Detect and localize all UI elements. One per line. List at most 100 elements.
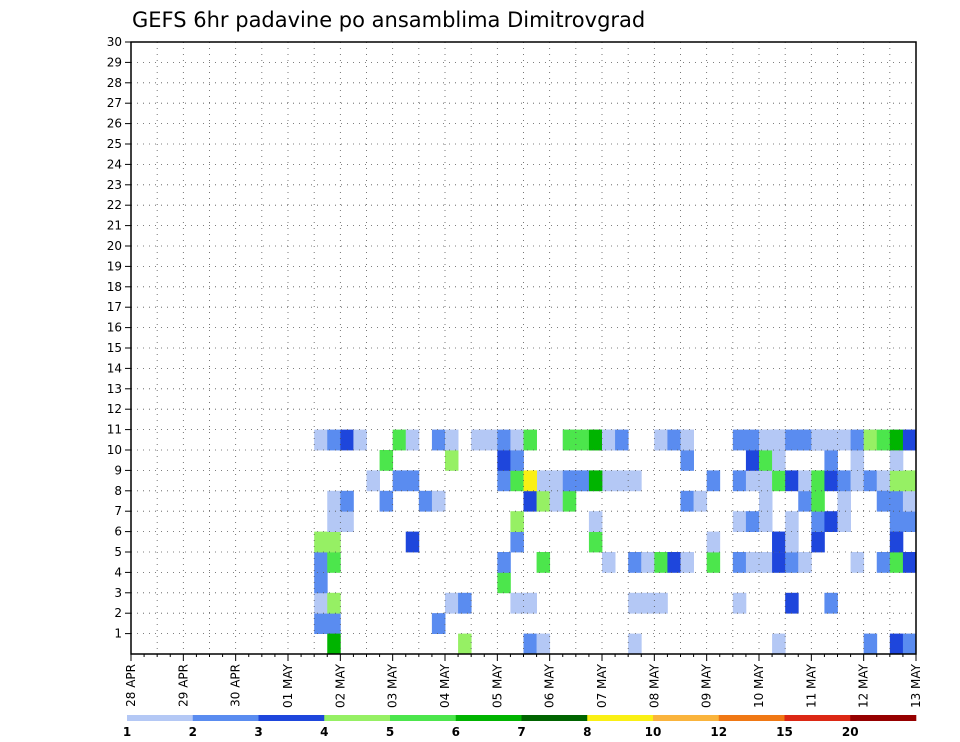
y-tick-label: 5 — [114, 545, 122, 559]
heatmap-cell — [549, 490, 564, 512]
heatmap-cell — [431, 429, 446, 451]
heatmap-cell — [667, 429, 681, 451]
heatmap-cell — [902, 490, 917, 512]
heatmap-cell — [863, 633, 878, 655]
x-tick-label: 07 MAY — [595, 663, 609, 708]
heatmap-cell — [445, 592, 459, 614]
heatmap-cell — [798, 552, 812, 573]
heatmap-cell — [327, 552, 341, 573]
x-tick-label: 05 MAY — [490, 663, 504, 708]
heatmap-cell — [824, 511, 838, 532]
heatmap-cell — [824, 450, 838, 471]
heatmap-cell — [889, 450, 904, 471]
heatmap-cell — [785, 592, 799, 614]
heatmap-cell — [745, 429, 760, 451]
heatmap-cell — [706, 470, 721, 492]
x-tick-label: 09 MAY — [700, 663, 714, 708]
heatmap-cell — [588, 511, 603, 532]
heatmap-cell — [497, 552, 511, 573]
heatmap-cell — [759, 511, 773, 532]
heatmap-cell — [902, 552, 917, 573]
heatmap-cell — [798, 429, 812, 451]
heatmap-cell — [602, 429, 616, 451]
heatmap-cell — [431, 490, 446, 512]
heatmap-cell — [615, 429, 629, 451]
heatmap-cell — [510, 592, 524, 614]
x-tick-label: 04 MAY — [438, 663, 452, 708]
legend-tick-label: 8 — [583, 725, 591, 739]
y-tick-label: 13 — [107, 382, 122, 396]
heatmap-cell — [418, 490, 433, 512]
heatmap-cell — [889, 429, 904, 451]
y-tick-label: 17 — [107, 300, 122, 314]
y-tick-label: 16 — [107, 321, 122, 335]
y-tick-label: 9 — [114, 463, 122, 477]
legend-swatch — [587, 715, 654, 721]
legend-swatch — [784, 715, 851, 721]
heatmap-cell — [314, 613, 328, 634]
heatmap-cell — [759, 470, 773, 492]
heatmap-cell — [327, 613, 341, 634]
y-tick-label: 4 — [114, 565, 122, 579]
y-tick-label: 6 — [114, 525, 122, 539]
legend-tick-label: 10 — [645, 725, 662, 739]
heatmap-cell — [876, 552, 891, 573]
heatmap-cell — [889, 633, 904, 655]
x-tick-label: 06 MAY — [543, 663, 557, 708]
heatmap-cell — [745, 552, 760, 573]
heatmap-cell — [405, 470, 420, 492]
heatmap-cell — [497, 470, 511, 492]
heatmap-cell — [889, 470, 904, 492]
heatmap-cell — [327, 633, 341, 655]
heatmap-cell — [497, 572, 511, 594]
heatmap-cell — [902, 470, 917, 492]
y-tick-label: 29 — [107, 55, 122, 69]
heatmap-cell — [785, 470, 799, 492]
legend-tick-label: 15 — [776, 725, 793, 739]
heatmap-cell — [628, 592, 642, 614]
legend-tick-label: 20 — [842, 725, 859, 739]
heatmap-cell — [654, 592, 668, 614]
heatmap-cell — [837, 429, 851, 451]
heatmap-cell — [471, 429, 485, 451]
heatmap-cell — [785, 429, 799, 451]
x-tick-label: 03 MAY — [386, 663, 400, 708]
heatmap-cell — [876, 490, 891, 512]
heatmap-cell — [510, 470, 524, 492]
heatmap-cell — [510, 531, 524, 553]
y-tick-label: 10 — [107, 443, 122, 457]
x-tick-label: 29 APR — [176, 664, 190, 707]
heatmap-cell — [654, 429, 668, 451]
legend-tick-label: 2 — [189, 725, 197, 739]
y-axis: 1234567891011121314151617181920212223242… — [107, 35, 131, 641]
heatmap-cell — [889, 490, 904, 512]
heatmap-cell — [458, 633, 472, 655]
heatmap-cell — [902, 633, 917, 655]
heatmap-cell — [798, 470, 812, 492]
heatmap-cell — [811, 490, 825, 512]
heatmap-cell — [327, 592, 341, 614]
heatmap-cell — [706, 531, 721, 553]
legend-swatch — [850, 715, 917, 721]
heatmap-cell — [850, 470, 865, 492]
heatmap-cell — [706, 552, 721, 573]
heatmap-cell — [850, 450, 865, 471]
x-tick-label: 08 MAY — [647, 663, 661, 708]
heatmap-cell — [523, 470, 537, 492]
heatmap-cell — [458, 592, 472, 614]
heatmap-cell — [327, 531, 341, 553]
heatmap-cell — [536, 552, 551, 573]
heatmap-cell — [628, 633, 642, 655]
legend-tick-label: 6 — [452, 725, 460, 739]
y-tick-label: 21 — [107, 219, 122, 233]
heatmap-cell — [772, 450, 786, 471]
heatmap-cell — [759, 490, 773, 512]
heatmap-cell — [824, 592, 838, 614]
legend-swatch — [521, 715, 588, 721]
heatmap-cell — [327, 429, 341, 451]
heatmap-cell — [811, 470, 825, 492]
x-tick-label: 28 APR — [124, 664, 138, 707]
x-axis: 28 APR 29 APR 30 APR 01 MAY 02 MAY 03 MAY 04 M… — [124, 654, 923, 708]
legend-swatch — [192, 715, 259, 721]
